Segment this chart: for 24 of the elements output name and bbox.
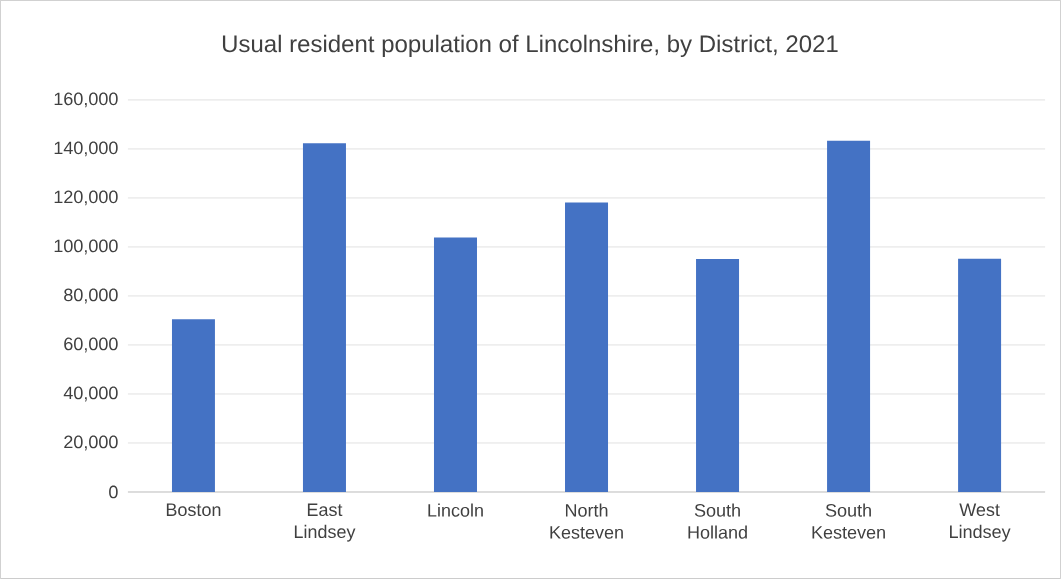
y-tick-label: 100,000 — [54, 239, 118, 255]
x-tick-label: Boston — [166, 503, 221, 517]
bar — [171, 319, 215, 493]
y-tick-label: 20,000 — [64, 435, 118, 451]
x-tick-label: Lincoln — [428, 503, 483, 517]
y-tick-label: 140,000 — [54, 141, 118, 157]
x-tick-label: West Lindsey — [950, 503, 1011, 542]
x-tick-label: East Lindsey — [294, 503, 356, 542]
bar — [958, 258, 1002, 493]
bar — [565, 202, 609, 493]
y-tick-label: 0 — [109, 485, 118, 499]
y-tick-label: 60,000 — [64, 337, 118, 353]
bar — [696, 259, 740, 493]
bar — [433, 237, 477, 493]
bar — [827, 140, 871, 493]
bar — [302, 143, 346, 493]
x-tick-label: South Kesteven — [812, 503, 885, 539]
y-tick-label: 80,000 — [64, 288, 118, 304]
y-tick-label: 40,000 — [63, 386, 118, 402]
x-tick-label: North Kesteven — [550, 503, 623, 539]
chart-title: Usual resident population of Lincolnshire, by District, 2021 — [222, 34, 838, 58]
y-tick-label: 120,000 — [54, 190, 118, 206]
y-tick-label: 160,000 — [54, 92, 118, 108]
x-tick-label: South Holland — [688, 503, 747, 539]
